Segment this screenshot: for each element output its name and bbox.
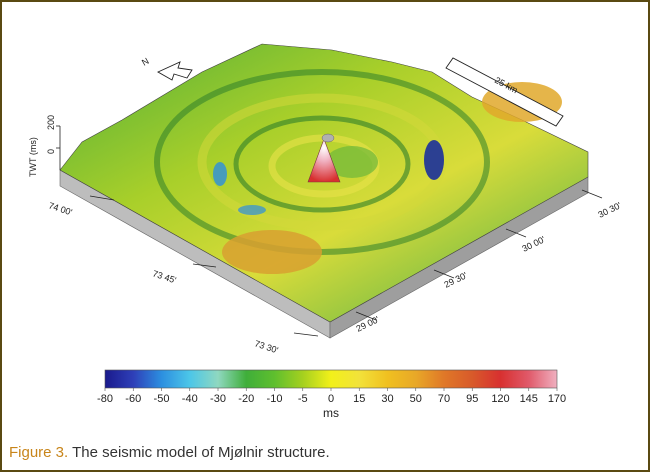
colorbar-tick-label: 145 — [520, 393, 538, 405]
colorbar-tick-label: 120 — [491, 393, 509, 405]
colorbar: -80 -60 -50 -40 -30 -20 -10 -5 0 15 30 50 70 95 120 145… — [97, 369, 566, 420]
colorbar-tick-label: 30 — [381, 393, 393, 405]
latitude-tick-74-00: 74 00' — [47, 200, 73, 217]
vertical-axis: 200 0 TWT (ms) — [28, 115, 61, 177]
north-arrow-icon — [157, 61, 193, 81]
colorbar-tick-label: 15 — [353, 393, 365, 405]
latitude-tick-73-30: 73 30' — [253, 338, 279, 355]
colorbar-tick-label: -5 — [298, 393, 308, 405]
longitude-tick-29-30: 29 30' — [442, 270, 468, 290]
longitude-tick-30-30: 30 30' — [596, 200, 622, 220]
colorbar-tick-label: -50 — [154, 393, 170, 405]
vertical-tick-200: 200 — [46, 115, 56, 130]
colorbar-tick-label: 170 — [548, 393, 566, 405]
terrain-surface — [59, 43, 589, 323]
colorbar-tick-label: -20 — [238, 393, 254, 405]
colorbar-tick-label: -40 — [182, 393, 198, 405]
colorbar-gradient — [104, 369, 558, 389]
caption-text: The seismic model of Mjølnir structure. — [72, 444, 330, 461]
central-peak — [307, 138, 341, 183]
colorbar-tick-label: -30 — [210, 393, 226, 405]
colorbar-tick-label: -80 — [97, 393, 113, 405]
colorbar-ticks: -80 -60 -50 -40 -30 -20 -10 -5 0 15 30 50 70 95 120 145… — [97, 388, 566, 405]
north-arrow: N — [140, 56, 193, 81]
latitude-tick-73-45: 73 45' — [151, 268, 177, 285]
peak-top — [321, 133, 335, 143]
colorbar-units: ms — [323, 406, 339, 420]
longitude-tick-30-00: 30 00' — [520, 234, 546, 254]
caption-label: Figure 3. — [9, 444, 69, 461]
vertical-tick-0: 0 — [46, 149, 56, 154]
colorbar-tick-label: 50 — [410, 393, 422, 405]
colorbar-tick-label: 70 — [438, 393, 450, 405]
vertical-axis-label: TWT (ms) — [28, 137, 38, 177]
colorbar-tick-label: -60 — [125, 393, 141, 405]
colorbar-tick-label: 0 — [328, 393, 334, 405]
north-label: N — [140, 56, 151, 68]
colorbar-tick-label: 95 — [466, 393, 478, 405]
figure-caption: Figure 3. The seismic model of Mjølnir s… — [9, 444, 330, 461]
colorbar-tick-label: -10 — [267, 393, 283, 405]
